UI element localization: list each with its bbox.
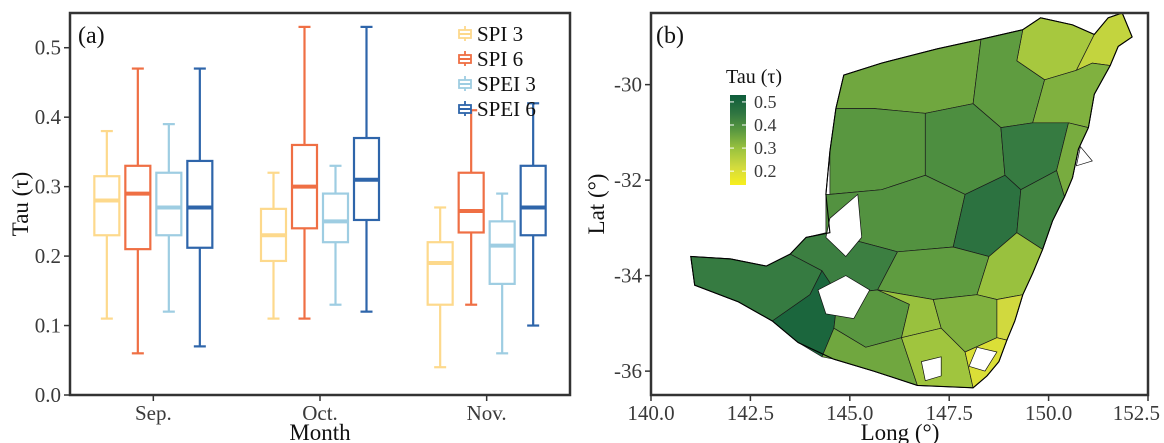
colorbar-tick-label: 0.3 — [754, 138, 777, 158]
box-spi-3 — [93, 129, 121, 320]
x-axis: Sep. Oct. Nov. — [135, 395, 507, 425]
long-tick-label: 140.0 — [627, 401, 674, 425]
no-data-region — [817, 275, 871, 319]
state-border — [690, 12, 1133, 389]
colorbar-tick-label: 0.5 — [754, 92, 777, 112]
legend-label: SPEI 6 — [477, 97, 536, 121]
legend-item: SPI 3 — [458, 22, 523, 46]
panel-b-frame — [649, 11, 1150, 397]
box-series-group — [93, 25, 547, 369]
long-tick-label: 152.5 — [1113, 401, 1160, 425]
iqr-box — [519, 164, 547, 237]
panel-a-label: (a) — [78, 23, 105, 49]
y-tick-label: 0.0 — [35, 383, 61, 407]
long-axis-title: Long (°) — [861, 420, 940, 443]
lat-tick-label: -36 — [614, 359, 642, 383]
colorbar-title: Tau (τ) — [726, 66, 782, 88]
y-axis: 0.0 0.1 0.2 0.3 0.4 0.5 — [35, 36, 70, 407]
box-spi-3 — [426, 206, 454, 369]
map-panel: (b) -30 -32 -34 -36 140.0 142.5 145.0 147.5 150… — [584, 11, 1160, 443]
long-tick-label: 145.0 — [826, 401, 873, 425]
no-data-region — [968, 346, 998, 372]
box-spei-3 — [488, 192, 516, 355]
y-tick-label: 0.1 — [35, 314, 61, 338]
legend-item: SPEI 3 — [458, 72, 536, 96]
lat-tick-label: -32 — [614, 168, 642, 192]
colorbar-legend: Tau (τ) 0.5 0.4 0.3 0.2 — [726, 66, 782, 185]
iqr-box — [93, 175, 121, 237]
map-region — [835, 38, 982, 114]
panel-b-label: (b) — [656, 23, 684, 49]
x-axis-title: Month — [289, 420, 351, 443]
longitude-axis: 140.0 142.5 145.0 147.5 150.0 152.5 — [627, 395, 1160, 425]
no-data-region — [920, 356, 942, 382]
colorbar-tick-label: 0.4 — [754, 115, 777, 135]
iqr-box — [124, 164, 152, 251]
y-tick-label: 0.2 — [35, 244, 61, 268]
box-spei-6 — [186, 67, 214, 348]
iqr-box — [186, 159, 214, 249]
no-data-region — [1075, 145, 1093, 167]
iqr-box — [155, 171, 183, 237]
legend-label: SPI 3 — [477, 22, 523, 46]
box-spei-6 — [519, 102, 547, 327]
lat-tick-label: -30 — [614, 73, 642, 97]
legend-item: SPEI 6 — [458, 97, 536, 121]
legend-label: SPEI 3 — [477, 72, 536, 96]
legend-label: SPI 6 — [477, 47, 523, 71]
long-tick-label: 147.5 — [926, 401, 973, 425]
iqr-box — [457, 171, 485, 234]
iqr-box — [426, 241, 454, 306]
latitude-axis: -30 -32 -34 -36 — [614, 73, 651, 383]
box-spei-6 — [352, 25, 381, 313]
colorbar-bar — [730, 95, 746, 185]
long-tick-label: 142.5 — [727, 401, 774, 425]
box-spi-6 — [290, 25, 319, 320]
lat-tick-label: -34 — [614, 264, 642, 288]
y-tick-label: 0.4 — [35, 105, 62, 129]
box-spei-3 — [155, 123, 183, 313]
long-tick-label: 150.0 — [1025, 401, 1072, 425]
legend-item: SPI 6 — [458, 47, 523, 71]
box-spei-3 — [321, 164, 350, 306]
iqr-box — [321, 192, 350, 244]
iqr-box — [488, 220, 516, 285]
choropleth-map — [690, 12, 1133, 389]
box-spi-3 — [259, 171, 288, 320]
x-tick-label: Nov. — [467, 401, 507, 425]
box-spi-6 — [457, 109, 485, 306]
x-tick-label: Oct. — [302, 401, 338, 425]
no-data-region — [825, 193, 863, 258]
box-plot-panel: (a) 0.0 0.1 0.2 0.3 0.4 0.5 Sep. Oct. Nov. SPI … — [8, 11, 572, 443]
lat-axis-title: Lat (°) — [584, 174, 609, 235]
y-tick-label: 0.5 — [35, 36, 61, 60]
y-axis-title: Tau (τ) — [8, 172, 33, 236]
x-tick-label: Sep. — [135, 401, 172, 425]
y-tick-label: 0.3 — [35, 175, 61, 199]
colorbar-tick-label: 0.2 — [754, 161, 777, 181]
box-spi-6 — [124, 67, 152, 355]
